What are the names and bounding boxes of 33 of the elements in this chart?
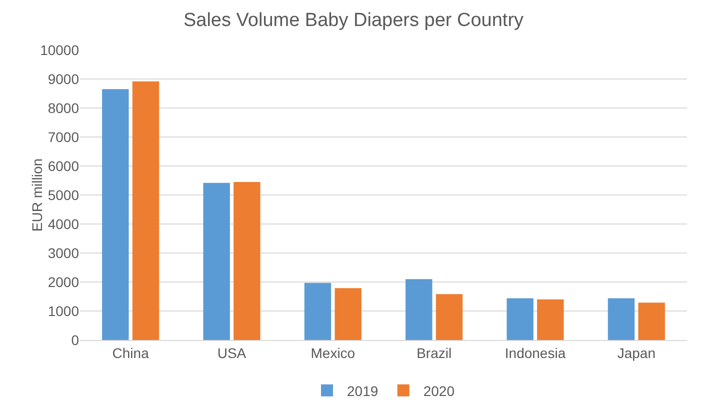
y-tick-label: 7000: [48, 128, 80, 145]
chart-title: Sales Volume Baby Diapers per Country: [183, 10, 524, 31]
y-tick-label: 8000: [48, 100, 80, 116]
y-tick-label: 5000: [48, 186, 80, 203]
bar: [234, 182, 260, 340]
y-tick-label: 0: [71, 332, 80, 348]
x-tick-label: Brazil: [416, 344, 452, 361]
y-axis-title: EUR million: [29, 158, 45, 232]
y-tick-label: 1000: [48, 302, 80, 319]
legend-label: 2019: [347, 382, 378, 399]
bar: [203, 182, 230, 340]
bar: [334, 288, 362, 340]
x-tick-label: Japan: [617, 344, 656, 361]
x-tick-label: Mexico: [310, 344, 356, 361]
y-tick-label: 3000: [48, 244, 80, 261]
y-tick-label: 2000: [48, 274, 80, 290]
x-tick-label: Indonesia: [504, 344, 566, 361]
bar: [132, 81, 160, 340]
bar: [406, 279, 432, 340]
bar: [102, 89, 129, 340]
bar: [608, 298, 635, 340]
bar: [304, 282, 332, 340]
y-tick-label: 6000: [48, 158, 80, 174]
y-tick-label: 10000: [40, 42, 80, 58]
y-tick-label: 4000: [48, 216, 80, 232]
bar: [537, 299, 564, 340]
y-tick-label: 9000: [48, 70, 80, 87]
x-tick-label: China: [112, 344, 150, 361]
bar: [436, 294, 463, 340]
legend-label: 2020: [423, 382, 455, 399]
x-tick-label: USA: [217, 344, 247, 361]
bar: [638, 302, 665, 340]
bar: [506, 298, 534, 340]
